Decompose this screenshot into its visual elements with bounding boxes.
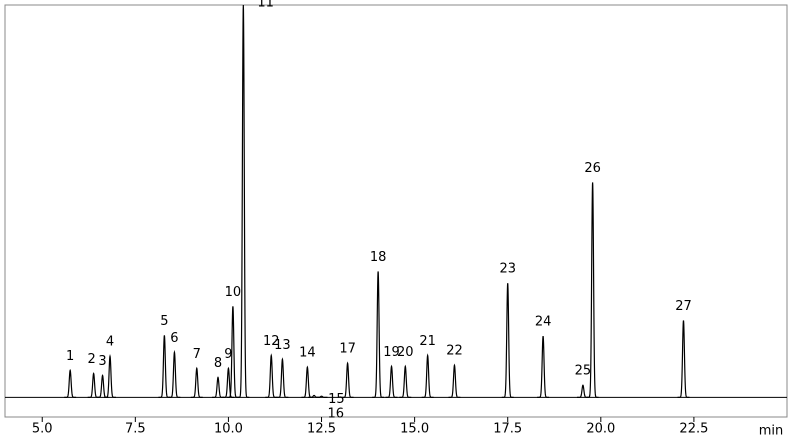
peak xyxy=(399,364,412,398)
peak-label: 7 xyxy=(193,347,201,362)
peak-label: 17 xyxy=(339,342,356,357)
peak xyxy=(301,365,314,398)
peak-label: 20 xyxy=(397,345,414,360)
x-tick-label: 7.5 xyxy=(125,422,146,437)
x-tick-label: 17.5 xyxy=(493,422,522,437)
peak xyxy=(448,363,461,398)
peak xyxy=(421,353,434,398)
peak-label: 10 xyxy=(225,285,242,300)
peak xyxy=(104,354,116,398)
x-axis-label: min xyxy=(759,424,784,439)
peak-label: 6 xyxy=(170,331,178,346)
peak xyxy=(501,283,514,398)
peak xyxy=(87,372,100,398)
peak xyxy=(677,320,690,398)
peak-label: 11 xyxy=(257,0,274,11)
peak-label: 14 xyxy=(299,346,316,361)
peak xyxy=(576,384,589,398)
peak xyxy=(64,368,77,398)
peak xyxy=(237,4,250,398)
peak-label: 15 xyxy=(328,392,345,407)
peak-label: 23 xyxy=(499,262,516,277)
peak xyxy=(212,376,224,398)
peak-label: 9 xyxy=(224,347,232,362)
peak xyxy=(276,357,289,398)
peak xyxy=(265,353,278,398)
x-tick-label: 10.0 xyxy=(214,422,243,437)
peak-label: 1 xyxy=(66,349,74,364)
peak xyxy=(158,335,171,398)
x-tick-label: 15.0 xyxy=(400,422,429,437)
x-tick-label: 12.5 xyxy=(307,422,336,437)
peak-label: 13 xyxy=(274,338,291,353)
peak xyxy=(168,349,181,398)
peak xyxy=(96,374,109,398)
peak-label: 24 xyxy=(535,315,552,330)
peak xyxy=(372,271,385,398)
x-tick-label: 20.0 xyxy=(586,422,615,437)
peak xyxy=(222,366,235,398)
peak xyxy=(190,366,203,398)
peak-label: 25 xyxy=(575,364,592,379)
x-tick-label: 5.0 xyxy=(32,422,53,437)
peak-label: 12 xyxy=(263,334,280,349)
peak-label: 4 xyxy=(106,335,114,350)
peak xyxy=(341,361,354,398)
peak-label: 3 xyxy=(98,354,106,369)
peak-label: 26 xyxy=(584,161,601,176)
peak-label: 8 xyxy=(214,356,222,371)
peak xyxy=(537,336,550,398)
peak-label: 19 xyxy=(383,345,400,360)
plot-frame xyxy=(4,4,788,418)
peak xyxy=(586,182,599,398)
peak-label: 18 xyxy=(370,250,387,265)
peak-label: 5 xyxy=(160,314,168,329)
peak xyxy=(226,306,239,398)
x-tick-label: 22.5 xyxy=(679,422,708,437)
peak-label: 22 xyxy=(446,344,463,359)
peak-label: 27 xyxy=(675,299,692,314)
peak-label: 21 xyxy=(419,334,436,349)
peak-label: 2 xyxy=(87,352,95,367)
peak-label: 16 xyxy=(328,407,345,422)
peak xyxy=(315,395,328,398)
peak xyxy=(385,364,398,398)
